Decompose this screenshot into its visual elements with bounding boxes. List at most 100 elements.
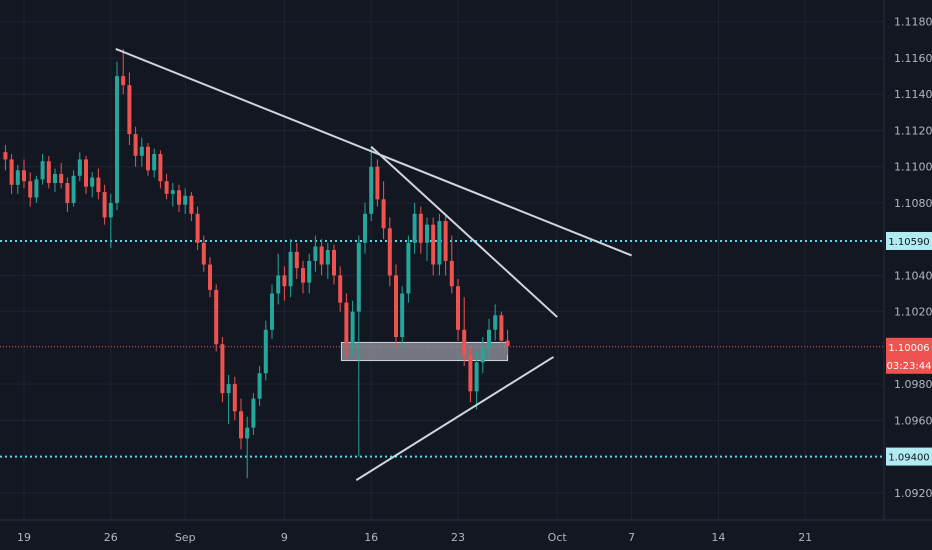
candle-body xyxy=(164,181,169,194)
x-tick-label: 26 xyxy=(104,531,118,544)
candle-body xyxy=(201,242,206,265)
candle-body xyxy=(263,329,268,374)
candle-body xyxy=(449,260,454,287)
x-tick-label: 19 xyxy=(17,531,31,544)
candle-body xyxy=(394,275,398,338)
y-tick-label: 1.11000 xyxy=(894,161,932,174)
x-tick-label: 23 xyxy=(451,531,465,544)
candle-body xyxy=(139,146,144,156)
trendline[interactable] xyxy=(370,146,558,318)
grid xyxy=(0,0,884,520)
candle-body xyxy=(487,329,491,348)
candle-body xyxy=(288,251,293,287)
candle-body xyxy=(133,134,138,156)
candle-body xyxy=(456,286,460,330)
candle-body xyxy=(3,152,8,160)
y-tick-label: 1.11200 xyxy=(894,124,932,137)
candle-body xyxy=(313,246,318,261)
candle-body xyxy=(344,302,349,345)
candle-body xyxy=(34,179,39,198)
candle-body xyxy=(406,242,411,294)
y-tick-label: 1.10200 xyxy=(894,306,932,319)
candle-body xyxy=(22,170,26,182)
candle-body xyxy=(170,190,175,194)
x-tick-label: 16 xyxy=(364,531,378,544)
x-tick-label: 14 xyxy=(711,531,725,544)
candle-body xyxy=(108,202,113,218)
candle-body xyxy=(214,289,219,345)
candle-body xyxy=(251,398,256,428)
y-tick-label: 1.11400 xyxy=(894,88,932,101)
candle-body xyxy=(239,411,243,439)
candle-body xyxy=(294,251,299,269)
x-tick-label: 9 xyxy=(281,531,288,544)
candle-body xyxy=(387,228,392,276)
candle-body xyxy=(90,177,95,187)
candle-body xyxy=(77,159,82,176)
candle-body xyxy=(462,329,467,356)
candle-body xyxy=(28,181,33,198)
candle-body xyxy=(183,195,188,205)
y-tick-label: 1.09800 xyxy=(894,378,932,391)
candle-body xyxy=(425,224,429,243)
price-badges: 1.10590 1.09400 1.10006 03:23:44 xyxy=(886,231,932,466)
trendlines xyxy=(115,47,632,481)
candle-body xyxy=(369,166,374,214)
candle-body xyxy=(400,293,405,338)
last-price-label: 1.10006 xyxy=(888,343,929,354)
candle-body xyxy=(102,192,107,218)
candle-body xyxy=(220,344,225,394)
price-axis[interactable]: 1.11800 1.11600 1.11400 1.11200 1.11000 1.108… xyxy=(894,16,932,500)
y-tick-label: 1.11800 xyxy=(894,16,932,29)
candle-body xyxy=(84,159,88,187)
candles xyxy=(3,48,510,479)
level-price-badge xyxy=(886,231,932,250)
candle-body xyxy=(46,161,51,183)
candle-body xyxy=(152,154,157,171)
candle-body xyxy=(325,250,330,265)
candle-body xyxy=(146,146,150,171)
candle-body xyxy=(59,173,64,183)
candle-body xyxy=(189,195,194,214)
candle-body xyxy=(350,311,355,345)
candle-body xyxy=(115,76,119,203)
candle-body xyxy=(177,190,181,205)
candle-body xyxy=(270,293,274,330)
time-axis[interactable]: 19 26 Sep 9 16 23 Oct 7 14 21 xyxy=(17,531,812,544)
y-tick-label: 1.10400 xyxy=(894,269,932,282)
candle-body xyxy=(505,340,510,347)
candle-body xyxy=(245,427,250,439)
x-tick-label: 21 xyxy=(798,531,812,544)
candle-body xyxy=(96,177,101,193)
y-tick-label: 1.09200 xyxy=(894,487,932,500)
candle-body xyxy=(356,242,361,312)
x-tick-label: Sep xyxy=(175,531,196,544)
candle-body xyxy=(468,355,473,392)
candle-body xyxy=(195,213,200,243)
candle-body xyxy=(418,213,423,243)
trendline[interactable] xyxy=(355,356,555,481)
last-price-badge xyxy=(886,337,932,374)
candle-body xyxy=(282,275,287,287)
candle-body xyxy=(412,213,417,243)
candle-body xyxy=(158,154,163,182)
candle-body xyxy=(127,85,132,135)
candle-body xyxy=(480,347,485,363)
candle-body xyxy=(65,182,70,203)
candle-body xyxy=(226,384,231,394)
candle-body xyxy=(493,315,498,330)
candle-body xyxy=(474,362,479,392)
candle-body xyxy=(121,76,126,86)
candle-body xyxy=(208,264,212,290)
candle-body xyxy=(15,170,20,185)
y-tick-label: 1.10800 xyxy=(894,197,932,210)
trendline[interactable] xyxy=(115,47,632,257)
countdown-label: 03:23:44 xyxy=(887,361,932,372)
candle-body xyxy=(40,161,45,180)
candle-body xyxy=(301,268,305,283)
level-price-label: 1.10590 xyxy=(888,237,929,248)
level-price-badge xyxy=(886,447,932,466)
candle-body xyxy=(381,199,386,229)
candle-body xyxy=(276,275,281,294)
